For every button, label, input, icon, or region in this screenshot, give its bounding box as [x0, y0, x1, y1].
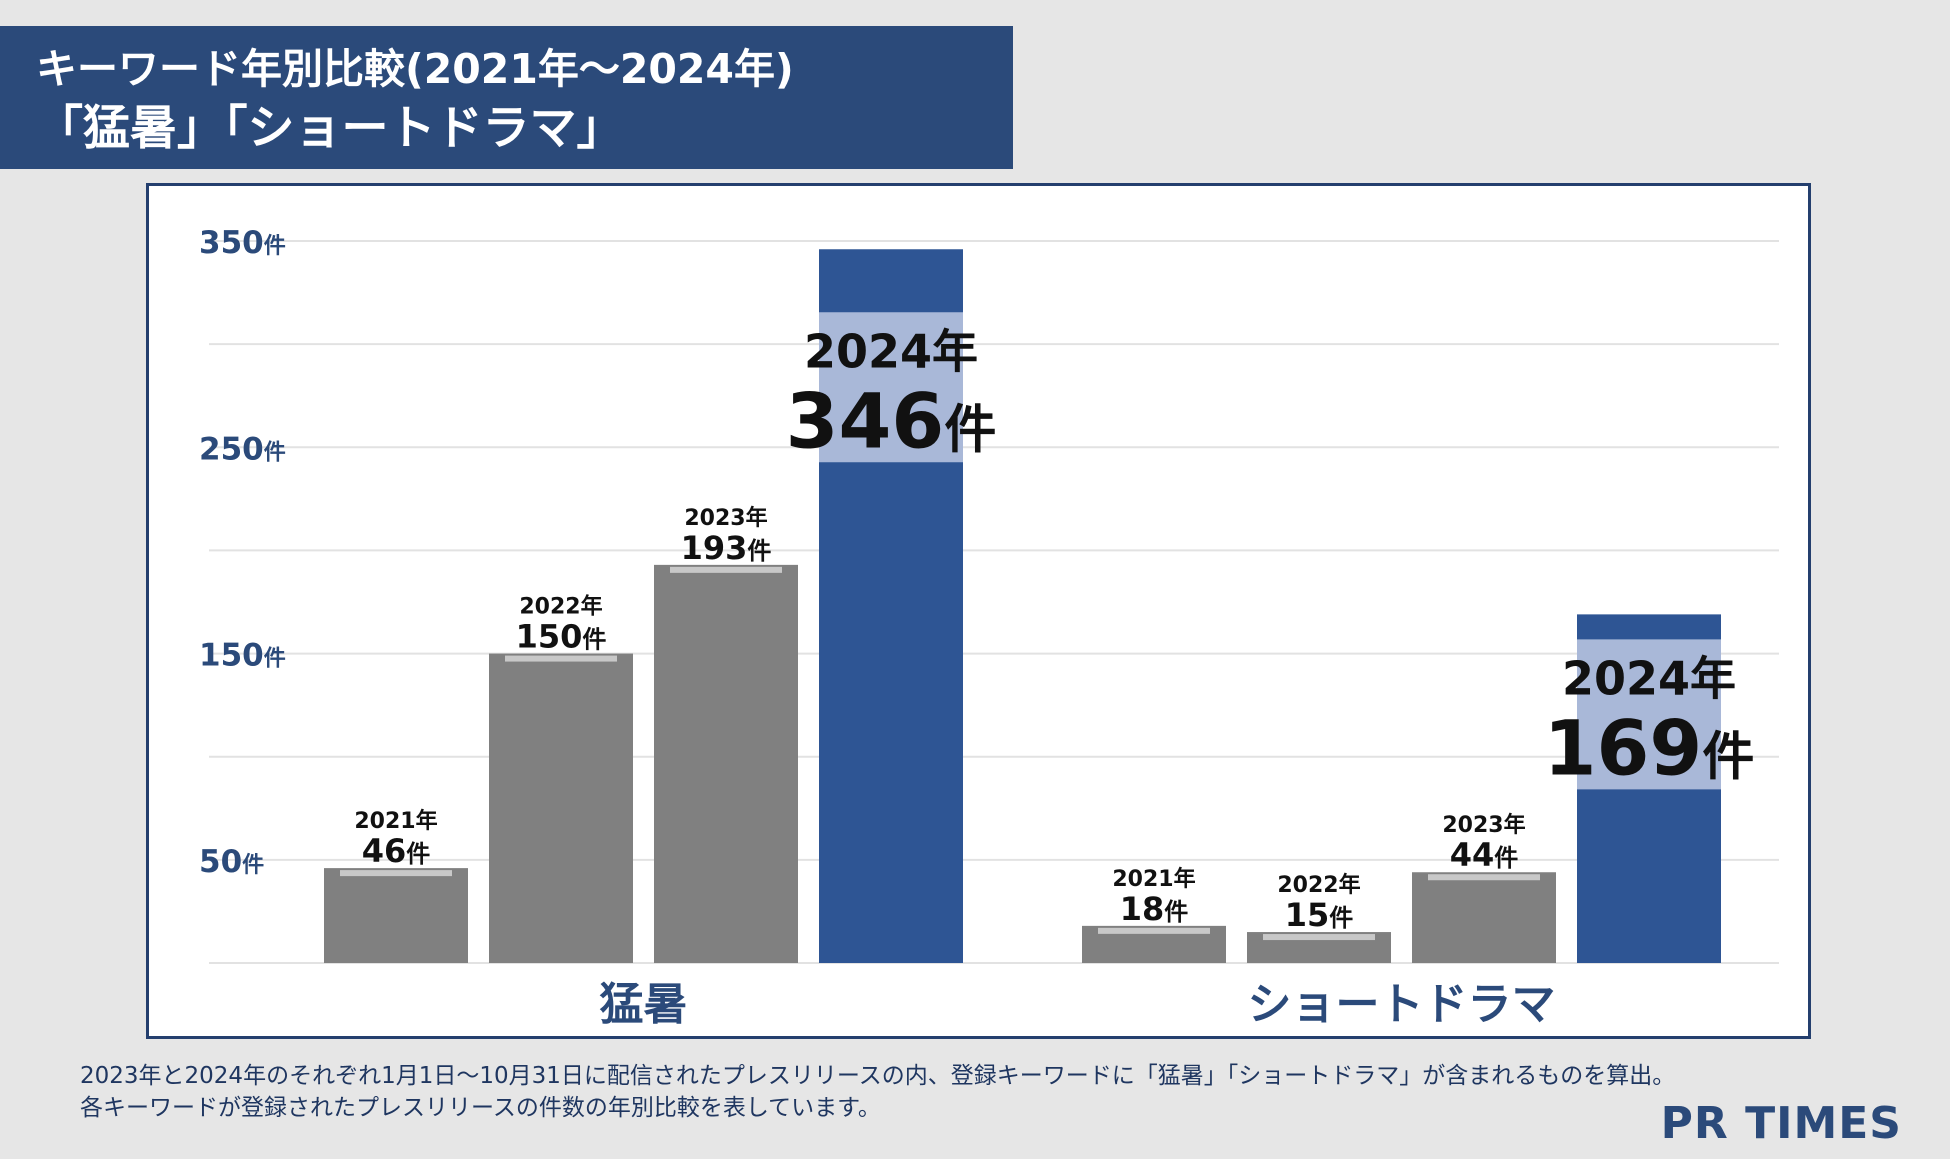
bar-ショートドラマ-2023年 [1412, 872, 1556, 963]
data-label-value: 169件 [1544, 703, 1755, 792]
data-label-year: 2024年 [804, 324, 978, 378]
y-tick-label: 150件 [199, 638, 286, 674]
data-label-year: 2023年 [1442, 812, 1525, 838]
bar-top-highlight [1263, 934, 1375, 941]
data-label-value: 18件 [1120, 890, 1189, 928]
title-banner: キーワード年別比較(2021年～2024年) 「猛暑」「ショートドラマ」 [0, 26, 1013, 169]
pr-times-logo: PR TIMES [1660, 1098, 1902, 1149]
bar-chart: 350件250件150件50件2021年46件2022年150件2023年193… [199, 225, 1779, 1030]
chart-panel: 350件 250件 150件 50件 2021年 46件 2022年 150件 2023年 193… [146, 183, 1811, 1039]
y-tick-label: 50件 [199, 844, 264, 880]
data-label-year: 2021年 [354, 808, 437, 834]
bar-top-highlight [670, 566, 782, 573]
footnote-line-1: 2023年と2024年のそれぞれ1月1日～10月31日に配信されたプレスリリース… [80, 1063, 1676, 1089]
x-category-label: 猛暑 [600, 979, 688, 1030]
data-label-value: 150件 [516, 618, 607, 656]
bar-猛暑-2023年 [654, 564, 798, 963]
data-label-value: 15件 [1285, 896, 1354, 934]
footnote-line-2: 各キーワードが登録されたプレスリリースの件数の年別比較を表しています。 [80, 1095, 881, 1121]
data-label-value: 193件 [681, 529, 772, 567]
data-label-year: 2021年 [1112, 866, 1195, 892]
footnote: 2023年と2024年のそれぞれ1月1日～10月31日に配信されたプレスリリース… [80, 1060, 1675, 1124]
bar-top-highlight [340, 870, 452, 877]
data-label-year: 2022年 [1277, 872, 1360, 898]
data-label-year: 2024年 [1562, 651, 1736, 705]
data-label-year: 2023年 [684, 505, 767, 531]
data-label-value: 44件 [1450, 836, 1519, 874]
data-label-year: 2022年 [519, 594, 602, 620]
value-label-band [819, 312, 963, 463]
data-label-value: 46件 [362, 832, 431, 870]
y-tick-label: 350件 [199, 225, 286, 261]
bar-top-highlight [1098, 927, 1210, 934]
y-tick-label: 250件 [199, 431, 286, 467]
value-label-band [1577, 639, 1721, 790]
chart-title: キーワード年別比較(2021年～2024年) [36, 45, 794, 93]
x-category-label: ショートドラマ [1248, 979, 1556, 1030]
bar-猛暑-2021年 [324, 868, 468, 963]
bar-top-highlight [505, 655, 617, 662]
bar-猛暑-2022年 [489, 653, 633, 963]
chart-subtitle: 「猛暑」「ショートドラマ」 [36, 101, 624, 156]
bar-top-highlight [1428, 874, 1540, 881]
data-label-value: 346件 [786, 376, 997, 465]
